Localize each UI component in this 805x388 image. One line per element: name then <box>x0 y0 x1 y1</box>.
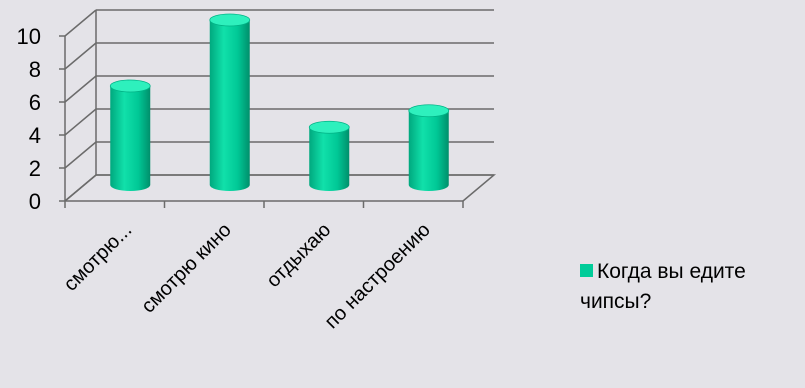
bar <box>209 13 251 191</box>
y-tick-label: 10 <box>17 24 41 49</box>
x-tick-label: по настроению <box>321 219 435 333</box>
gridline-slant-4 <box>64 42 97 70</box>
bar-top <box>308 120 350 134</box>
y-tick-label: 0 <box>29 189 41 214</box>
bar-body <box>110 86 151 191</box>
gridline-slant-0 <box>64 174 97 202</box>
gridlines <box>64 9 494 202</box>
x-tick-label: отдыхаю <box>262 219 335 292</box>
bar-top <box>209 13 251 27</box>
legend-label: Когда вы едите чипсы? <box>580 260 746 313</box>
y-tick-label: 6 <box>29 90 41 115</box>
gridline-slant-1 <box>64 141 97 169</box>
bar-top <box>109 79 151 93</box>
legend-swatch <box>580 264 593 277</box>
bars <box>109 13 450 191</box>
bar <box>308 120 350 191</box>
bar-body <box>309 127 350 191</box>
bar-body <box>209 20 250 191</box>
legend: Когда вы едите чипсы? <box>580 257 800 317</box>
x-tick-label: смотрю... <box>60 219 137 296</box>
bar-body <box>408 110 449 191</box>
x-tick-label: смотрю кино <box>137 219 236 318</box>
gridline-slant-2 <box>64 108 97 136</box>
gridline-slant-5 <box>64 9 97 37</box>
bar <box>408 104 450 191</box>
y-tick-labels: 0 2 4 6 8 10 <box>17 24 41 214</box>
gridline-slant-3 <box>64 75 97 103</box>
y-tick-label: 2 <box>29 156 41 181</box>
bar-top <box>408 104 450 118</box>
axes <box>59 35 464 208</box>
y-tick-label: 8 <box>29 57 41 82</box>
bar <box>109 79 151 191</box>
y-tick-label: 4 <box>29 123 41 148</box>
